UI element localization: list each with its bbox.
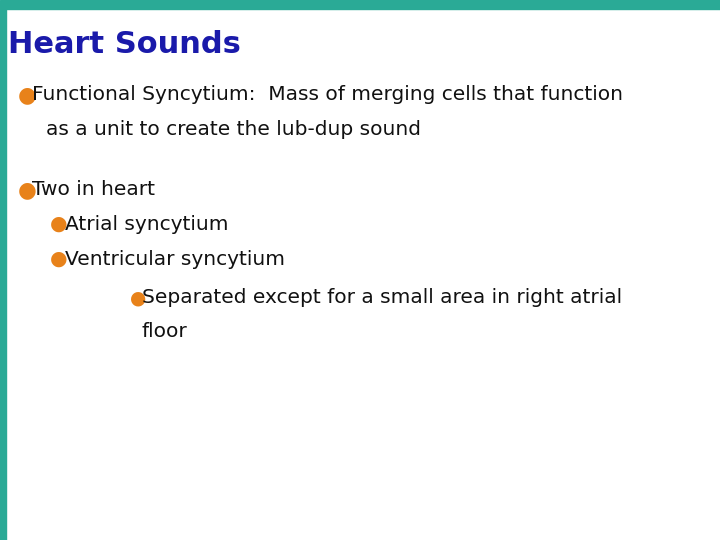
Text: Two in heart: Two in heart [32,180,155,199]
Text: ●: ● [50,215,68,234]
Bar [0,9,6,540]
Text: Ventricular syncytium: Ventricular syncytium [65,250,285,269]
Text: ●: ● [50,250,68,269]
Text: Functional Syncytium:  Mass of merging cells that function: Functional Syncytium: Mass of merging ce… [32,85,623,104]
Text: Separated except for a small area in right atrial: Separated except for a small area in rig… [142,288,622,307]
Text: Heart Sounds: Heart Sounds [8,30,241,59]
Text: floor: floor [142,322,188,341]
Bar [0,0,720,9]
Text: Atrial syncytium: Atrial syncytium [65,215,228,234]
Text: as a unit to create the lub-dup sound: as a unit to create the lub-dup sound [46,120,421,139]
Text: ●: ● [18,85,37,105]
Text: ●: ● [18,180,37,200]
Text: ●: ● [130,288,146,307]
